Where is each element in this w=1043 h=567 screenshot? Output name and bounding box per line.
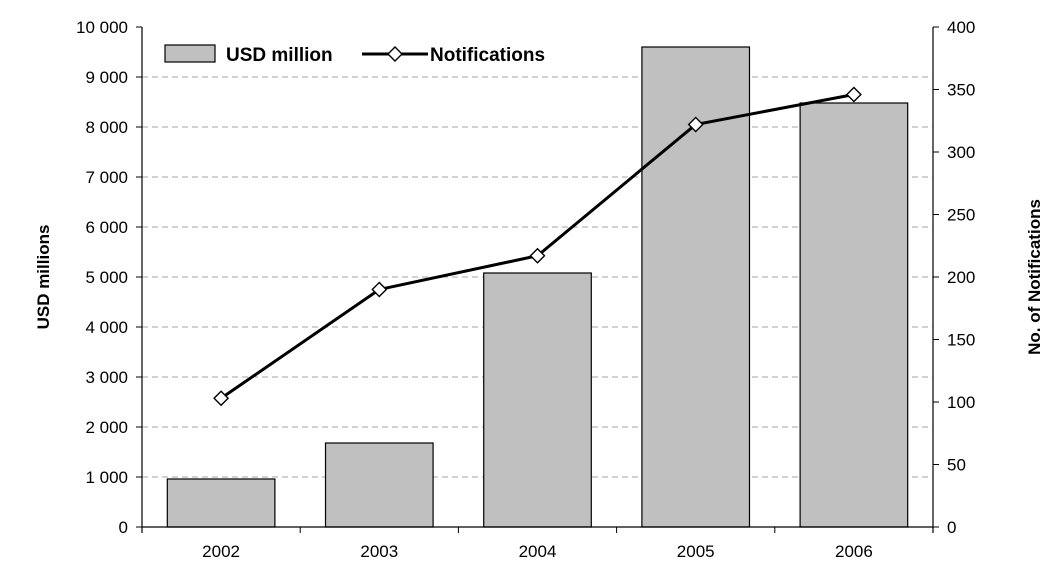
y-tick-label: 10 000 — [76, 18, 128, 37]
y2-tick-label: 350 — [947, 81, 975, 100]
y-tick-label: 1 000 — [85, 468, 128, 487]
y-tick-label: 8 000 — [85, 118, 128, 137]
x-tick-label: 2004 — [519, 542, 557, 561]
y2-tick-label: 400 — [947, 18, 975, 37]
bar — [324, 442, 434, 528]
axes — [136, 26, 939, 533]
x-tick-label: 2002 — [202, 542, 240, 561]
y-tick-label: 7 000 — [85, 168, 128, 187]
notifications-marker — [213, 390, 230, 407]
line-series — [213, 86, 862, 407]
notifications-marker — [845, 86, 862, 103]
x-tick-label: 2006 — [835, 542, 873, 561]
legend-line-label: Notifications — [430, 45, 545, 66]
y2-tick-label: 150 — [947, 331, 975, 350]
bar-series — [166, 46, 909, 528]
notifications-marker — [687, 116, 704, 133]
y2-tick-label: 0 — [947, 518, 956, 537]
bar — [166, 478, 276, 528]
y-tick-label: 3 000 — [85, 368, 128, 387]
legend-line-marker — [387, 46, 403, 62]
y2-axis-title: No. of Notifications — [1025, 199, 1043, 355]
bar — [799, 102, 909, 528]
y-tick-label: 0 — [119, 518, 128, 537]
x-tick-label: 2003 — [360, 542, 398, 561]
notifications-marker — [529, 247, 546, 264]
y-tick-label: 9 000 — [85, 68, 128, 87]
notifications-marker — [371, 281, 388, 298]
legend-bar-swatch — [164, 44, 216, 63]
y2-tick-label: 300 — [947, 143, 975, 162]
y2-tick-label: 200 — [947, 268, 975, 287]
y-tick-label: 6 000 — [85, 218, 128, 237]
y2-tick-label: 50 — [947, 456, 966, 475]
y2-tick-label: 100 — [947, 393, 975, 412]
legend: USD million Notifications — [164, 44, 545, 66]
legend-bar-label: USD million — [226, 45, 333, 66]
tick-labels: 0 1 000 2 000 3 000 4 000 5 000 6 000 7 000 8 00… — [76, 18, 975, 561]
y-tick-label: 2 000 — [85, 418, 128, 437]
y-axis-title: USD millions — [34, 225, 53, 330]
bar — [483, 272, 592, 528]
y-tick-label: 4 000 — [85, 318, 128, 337]
x-tick-label: 2005 — [677, 542, 715, 561]
y-tick-label: 5 000 — [85, 268, 128, 287]
y2-tick-label: 250 — [947, 206, 975, 225]
